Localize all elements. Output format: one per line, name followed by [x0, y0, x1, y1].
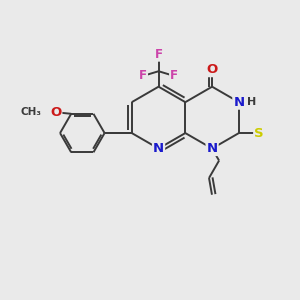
Text: O: O [206, 63, 218, 76]
Text: N: N [153, 142, 164, 155]
Text: S: S [254, 127, 264, 140]
Text: F: F [139, 69, 147, 82]
Text: O: O [50, 106, 61, 119]
Text: N: N [206, 142, 218, 155]
Text: CH₃: CH₃ [21, 107, 42, 117]
Text: F: F [170, 69, 178, 82]
Text: F: F [154, 48, 163, 61]
Text: H: H [247, 97, 256, 107]
Text: N: N [233, 96, 244, 109]
